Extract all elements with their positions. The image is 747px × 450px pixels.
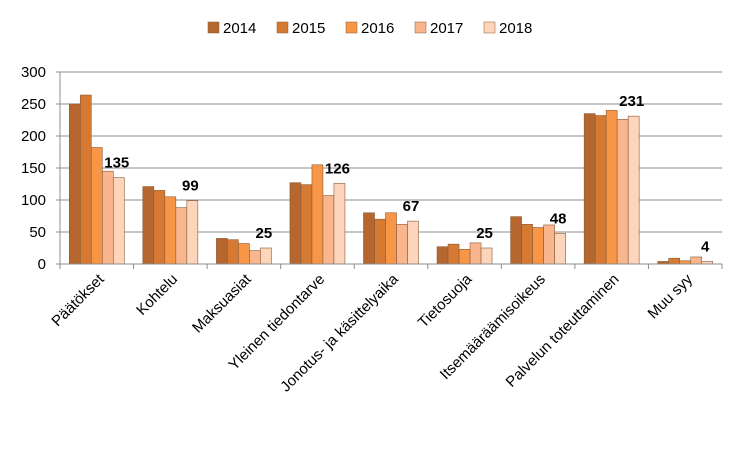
data-labels: 135 99 25 126 67 25 48 231 4 [104,93,710,255]
data-label-1: 99 [182,178,199,195]
legend-swatch-2016 [345,21,358,34]
bar-0-2018 [112,177,125,265]
bar-1-2016 [164,196,177,265]
data-label-2: 25 [256,225,273,242]
bar-5-2018 [480,247,493,265]
bar-0-2015 [79,94,92,265]
x-category-label-2: Maksuasiat [189,270,255,336]
bar-7-2015 [594,115,607,265]
bar-3-2014 [289,182,302,265]
y-tick-label-50: 50 [29,224,46,241]
legend-swatch-2014 [207,21,220,34]
bar-4-2015 [374,218,386,265]
bar-1-2015 [153,190,166,265]
bar-3-2016 [311,164,324,265]
bar-7-2017 [616,119,629,265]
legend-swatch-2018 [483,21,496,34]
y-axis: 0 50 100 150 200 250 300 [21,64,61,273]
bar-3-2015 [300,184,313,265]
legend: 2014 2015 2016 2017 2018 [207,20,532,37]
data-label-3: 126 [325,160,350,177]
bar-5-2017 [469,242,482,265]
data-label-8: 4 [701,238,710,255]
y-tick-label-250: 250 [21,96,46,113]
bar-5-2016 [458,248,471,265]
bar-5-2015 [447,243,460,265]
bar-2-2018 [260,247,272,265]
bar-2-2014 [216,238,228,265]
bar-2-2016 [238,243,250,265]
y-tick-label-150: 150 [21,160,46,177]
y-tick-label-0: 0 [38,256,46,273]
legend-swatch-2017 [414,21,427,34]
bar-4-2014 [363,212,375,265]
bar-5-2014 [436,246,449,265]
bar-6-2014 [510,216,522,265]
bar-6-2015 [521,224,533,265]
bar-6-2017 [543,224,555,265]
legend-swatch-2015 [276,21,289,34]
bar-0-2017 [101,170,114,265]
bar-7-2018 [627,115,640,265]
bar-1-2017 [175,207,188,265]
bar-6-2018 [554,232,566,265]
bar-7-2014 [583,113,596,265]
bar-2-2017 [249,250,261,265]
data-label-5: 25 [476,225,493,242]
legend-label-2016: 2016 [361,20,394,37]
legend-label-2015: 2015 [292,20,325,37]
data-label-0: 135 [104,155,129,172]
x-category-label-1: Kohtelu [133,271,181,319]
data-label-6: 48 [550,210,567,227]
bar-6-2016 [532,227,544,265]
bar-0-2014 [68,103,81,265]
x-category-label-4: Jonotus- ja käsittelyaika [277,270,402,395]
x-category-label-8: Muu syy [645,270,697,322]
bar-2-2015 [227,239,239,265]
legend-label-2014: 2014 [223,20,256,37]
bar-1-2018 [186,200,199,265]
bars [68,94,714,265]
bar-1-2014 [142,186,155,265]
y-tick-label-100: 100 [21,192,46,209]
bar-4-2018 [407,220,419,265]
bar-0-2016 [90,147,103,265]
x-category-label-0: Päätökset [48,270,108,330]
y-tick-label-300: 300 [21,64,46,81]
data-label-4: 67 [403,198,420,215]
bar-3-2017 [322,195,335,265]
bar-8-2017 [690,256,703,265]
x-category-label-5: Tietosuoja [415,270,476,331]
bar-8-2015 [668,257,681,265]
bar-3-2018 [333,183,346,265]
bar-4-2017 [396,224,408,265]
bar-4-2016 [385,212,397,265]
legend-label-2017: 2017 [430,20,463,37]
legend-label-2018: 2018 [499,20,532,37]
data-label-7: 231 [619,93,644,110]
y-tick-label-200: 200 [21,128,46,145]
bar-7-2016 [605,110,618,265]
